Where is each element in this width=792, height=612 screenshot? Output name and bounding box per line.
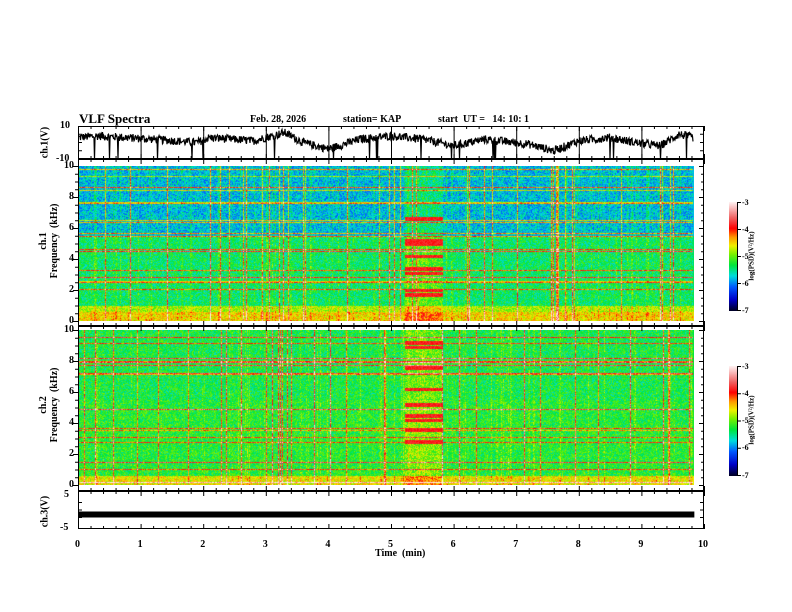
ch1-spectrogram-frame <box>73 159 705 326</box>
ch2-spectrogram <box>79 330 694 485</box>
ch1-frequency-label: Frequency (kHz) <box>49 203 60 279</box>
time-tick-label: 3 <box>262 539 268 550</box>
colorbar-tick-label: -6 <box>742 443 749 453</box>
ch1-ytick-top: 10 <box>60 120 70 131</box>
ch1-colorbar <box>729 202 737 311</box>
freq-tick-label: 6 <box>69 386 74 397</box>
ch3-waveform-line <box>79 511 695 518</box>
date-label: Feb. 28, 2026 <box>250 114 307 125</box>
colorbar-tick-label: -3 <box>742 197 749 207</box>
ch3-waveform-panel <box>78 491 705 529</box>
ch3-ytick-top: 5 <box>64 489 69 500</box>
freq-tick-label: 2 <box>69 448 74 459</box>
ch1-waveform-ylabel: ch.1(V) <box>39 126 51 159</box>
ch1-spectrogram <box>79 166 694 321</box>
ch2-frequency-label: Frequency (kHz) <box>49 367 60 443</box>
ch2-spectrogram-ylabel: ch.2 Frequency (kHz) <box>38 350 60 460</box>
colorbar-tick-label: -5 <box>742 251 749 261</box>
ch2-colorbar-axis <box>737 366 741 476</box>
time-axis-label: Time (min) <box>375 548 426 559</box>
ch1-ytick-bottom: -10 <box>56 153 70 164</box>
ch3-ytick-bottom: -5 <box>60 522 69 533</box>
ch2-spectrogram-frame <box>73 326 705 491</box>
ch2-label: ch.2 <box>38 396 49 414</box>
colorbar-tick-label: -7 <box>742 305 749 315</box>
ch3-waveform-ylabel: ch.3(V) <box>39 495 51 528</box>
ch1-colorbar-label: log(PSD)(V²/Hz) <box>747 231 756 281</box>
freq-tick-label: 2 <box>69 284 74 295</box>
plot-title: VLF Spectra <box>79 111 151 126</box>
plot-frame <box>78 159 704 326</box>
time-tick-label: 2 <box>200 539 206 550</box>
ch1-spectrogram-ylabel: ch.1 Frequency (kHz) <box>38 186 60 296</box>
ch1-waveform-line <box>78 127 694 160</box>
ch1-colorbar-axis <box>737 202 741 311</box>
freq-tick-label: 0 <box>69 479 74 490</box>
freq-tick-label: 4 <box>69 417 74 428</box>
time-tick-label: 7 <box>513 539 519 550</box>
start-time-label: start UT = 14: 10: 1 <box>438 114 530 125</box>
colorbar-tick-label: -4 <box>742 224 749 234</box>
ch2-colorbar <box>729 366 737 476</box>
time-tick-label: 6 <box>450 539 456 550</box>
time-tick-label: 10 <box>698 539 708 550</box>
ch1-waveform-panel <box>78 126 705 160</box>
freq-tick-label: 10 <box>64 160 74 171</box>
colorbar-tick-label: -7 <box>742 470 749 480</box>
ch1-label: ch.1 <box>38 232 49 250</box>
station-label: station= KAP <box>343 114 402 125</box>
time-tick-label: 1 <box>137 539 143 550</box>
ch2-colorbar-label: log(PSD)(V²/Hz) <box>747 395 756 445</box>
freq-tick-label: 6 <box>69 222 74 233</box>
freq-tick-label: 8 <box>69 355 74 366</box>
freq-tick-label: 4 <box>69 253 74 264</box>
time-tick-label: 4 <box>325 539 331 550</box>
colorbar-tick-label: -4 <box>742 388 749 398</box>
time-tick-label: 9 <box>638 539 644 550</box>
freq-tick-label: 0 <box>69 315 74 326</box>
time-tick-label: 0 <box>75 539 80 550</box>
colorbar-tick-label: -5 <box>742 416 749 425</box>
plot-frame <box>78 491 704 529</box>
freq-tick-label: 8 <box>69 191 74 202</box>
freq-tick-label: 10 <box>64 324 74 335</box>
time-tick-label: 5 <box>388 539 393 550</box>
colorbar-tick-label: -3 <box>742 361 749 371</box>
time-tick-label: 8 <box>575 539 581 550</box>
plot-frame <box>78 326 704 491</box>
colorbar-tick-label: -6 <box>742 278 749 288</box>
